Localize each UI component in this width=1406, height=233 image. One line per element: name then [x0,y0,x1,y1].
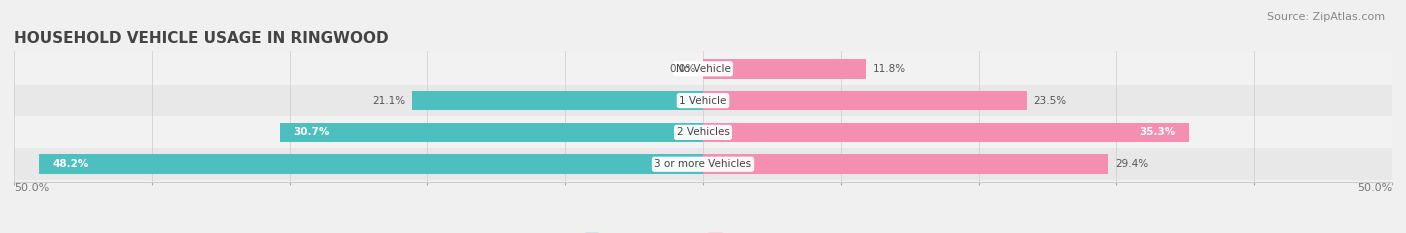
Text: 21.1%: 21.1% [373,96,405,106]
Text: 35.3%: 35.3% [1139,127,1175,137]
Text: 1 Vehicle: 1 Vehicle [679,96,727,106]
Text: No Vehicle: No Vehicle [675,64,731,74]
Bar [703,123,1189,142]
Text: 50.0%: 50.0% [1357,183,1392,193]
Text: 30.7%: 30.7% [294,127,330,137]
Text: HOUSEHOLD VEHICLE USAGE IN RINGWOOD: HOUSEHOLD VEHICLE USAGE IN RINGWOOD [14,31,388,47]
Text: 11.8%: 11.8% [873,64,905,74]
Text: Source: ZipAtlas.com: Source: ZipAtlas.com [1267,12,1385,22]
Bar [703,91,1026,110]
Text: 48.2%: 48.2% [52,159,89,169]
Bar [412,91,703,110]
Bar [14,116,1392,148]
Bar [703,154,1108,174]
Text: 2 Vehicles: 2 Vehicles [676,127,730,137]
Text: 23.5%: 23.5% [1033,96,1067,106]
Bar [280,123,703,142]
Bar [703,59,866,79]
Bar [14,85,1392,116]
Bar [39,154,703,174]
Bar [14,53,1392,85]
Legend: Owner-occupied, Renter-occupied: Owner-occupied, Renter-occupied [581,229,825,233]
Text: 29.4%: 29.4% [1115,159,1149,169]
Text: 0.0%: 0.0% [669,64,696,74]
Text: 50.0%: 50.0% [14,183,49,193]
Text: 3 or more Vehicles: 3 or more Vehicles [654,159,752,169]
Bar [14,148,1392,180]
